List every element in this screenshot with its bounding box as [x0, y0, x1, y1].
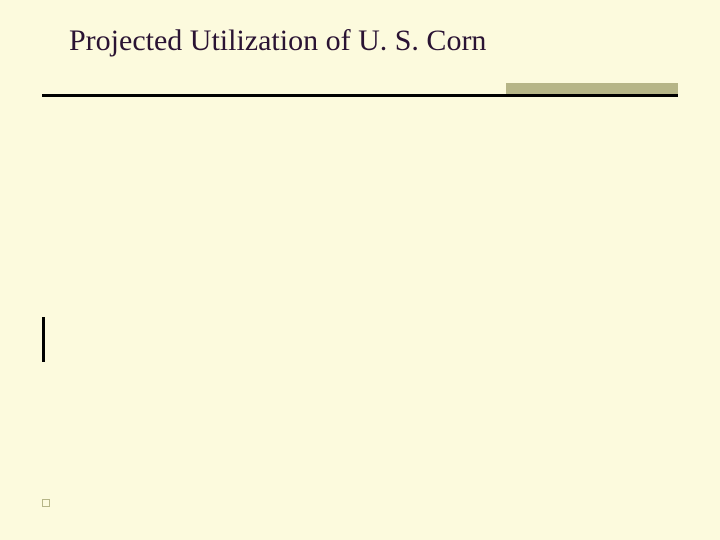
left-side-bar	[42, 317, 45, 362]
slide: Projected Utilization of U. S. Corn	[0, 0, 720, 540]
slide-title: Projected Utilization of U. S. Corn	[69, 24, 486, 58]
title-underline	[42, 94, 678, 97]
title-accent-bar	[506, 83, 678, 94]
bullet-marker	[42, 499, 50, 507]
